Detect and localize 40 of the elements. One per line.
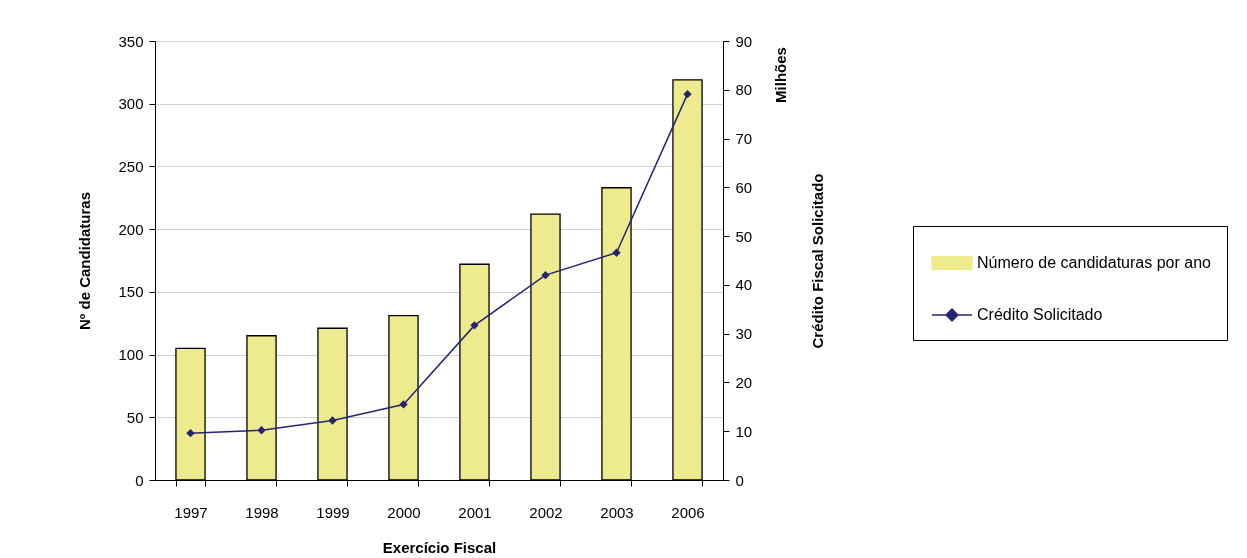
x-tick-label: 1999 bbox=[316, 503, 350, 521]
y-tick-label: 100 bbox=[118, 346, 144, 364]
y2-tick-label: 20 bbox=[735, 373, 753, 391]
y2-tick-label: 30 bbox=[735, 325, 753, 343]
y2-tick-label: 0 bbox=[735, 471, 744, 489]
y2-tick-label: 60 bbox=[735, 178, 753, 196]
y-tick-label: 300 bbox=[118, 95, 144, 113]
y2-axis-title: Crédito Fiscal Solicitado bbox=[809, 173, 827, 349]
point bbox=[683, 89, 692, 99]
x-axis-title: Exercício Fiscal bbox=[382, 538, 497, 556]
text: Milhões bbox=[772, 47, 789, 103]
x-tick-label: 2003 bbox=[600, 503, 634, 521]
point bbox=[186, 428, 195, 438]
point bbox=[399, 400, 408, 409]
x-tick-label: 1997 bbox=[174, 503, 208, 521]
y2-tick-label: 10 bbox=[735, 422, 753, 440]
y-tick-label: 350 bbox=[118, 32, 144, 50]
x-tick-label: 2000 bbox=[387, 503, 421, 521]
legend-label: Número de candidaturas por ano bbox=[977, 254, 1212, 271]
point bbox=[257, 426, 266, 435]
y-tick-label: 50 bbox=[126, 408, 144, 426]
point bbox=[541, 270, 550, 280]
y2-tick-label: 70 bbox=[735, 130, 753, 148]
x-tick-label: 2006 bbox=[671, 503, 705, 521]
y2-tick-label: 80 bbox=[735, 81, 753, 99]
y2-tick-label: 40 bbox=[735, 276, 753, 294]
x-tick-label: 1998 bbox=[245, 503, 279, 521]
y-axis-title: Nº de Candidaturas bbox=[76, 191, 94, 331]
y2-tick-label: 90 bbox=[735, 32, 753, 50]
y2-tick-label: 50 bbox=[735, 227, 753, 245]
x-tick-label: 2002 bbox=[529, 503, 563, 521]
point bbox=[612, 248, 621, 257]
y-tick-label: 150 bbox=[118, 283, 144, 301]
legend-label: Crédito Solicitado bbox=[977, 306, 1103, 323]
point bbox=[328, 416, 337, 425]
y-tick-label: 250 bbox=[118, 157, 144, 175]
y-tick-label: 0 bbox=[135, 471, 144, 489]
point bbox=[470, 321, 479, 330]
x-tick-label: 2001 bbox=[458, 503, 492, 521]
y-tick-label: 200 bbox=[118, 220, 144, 238]
